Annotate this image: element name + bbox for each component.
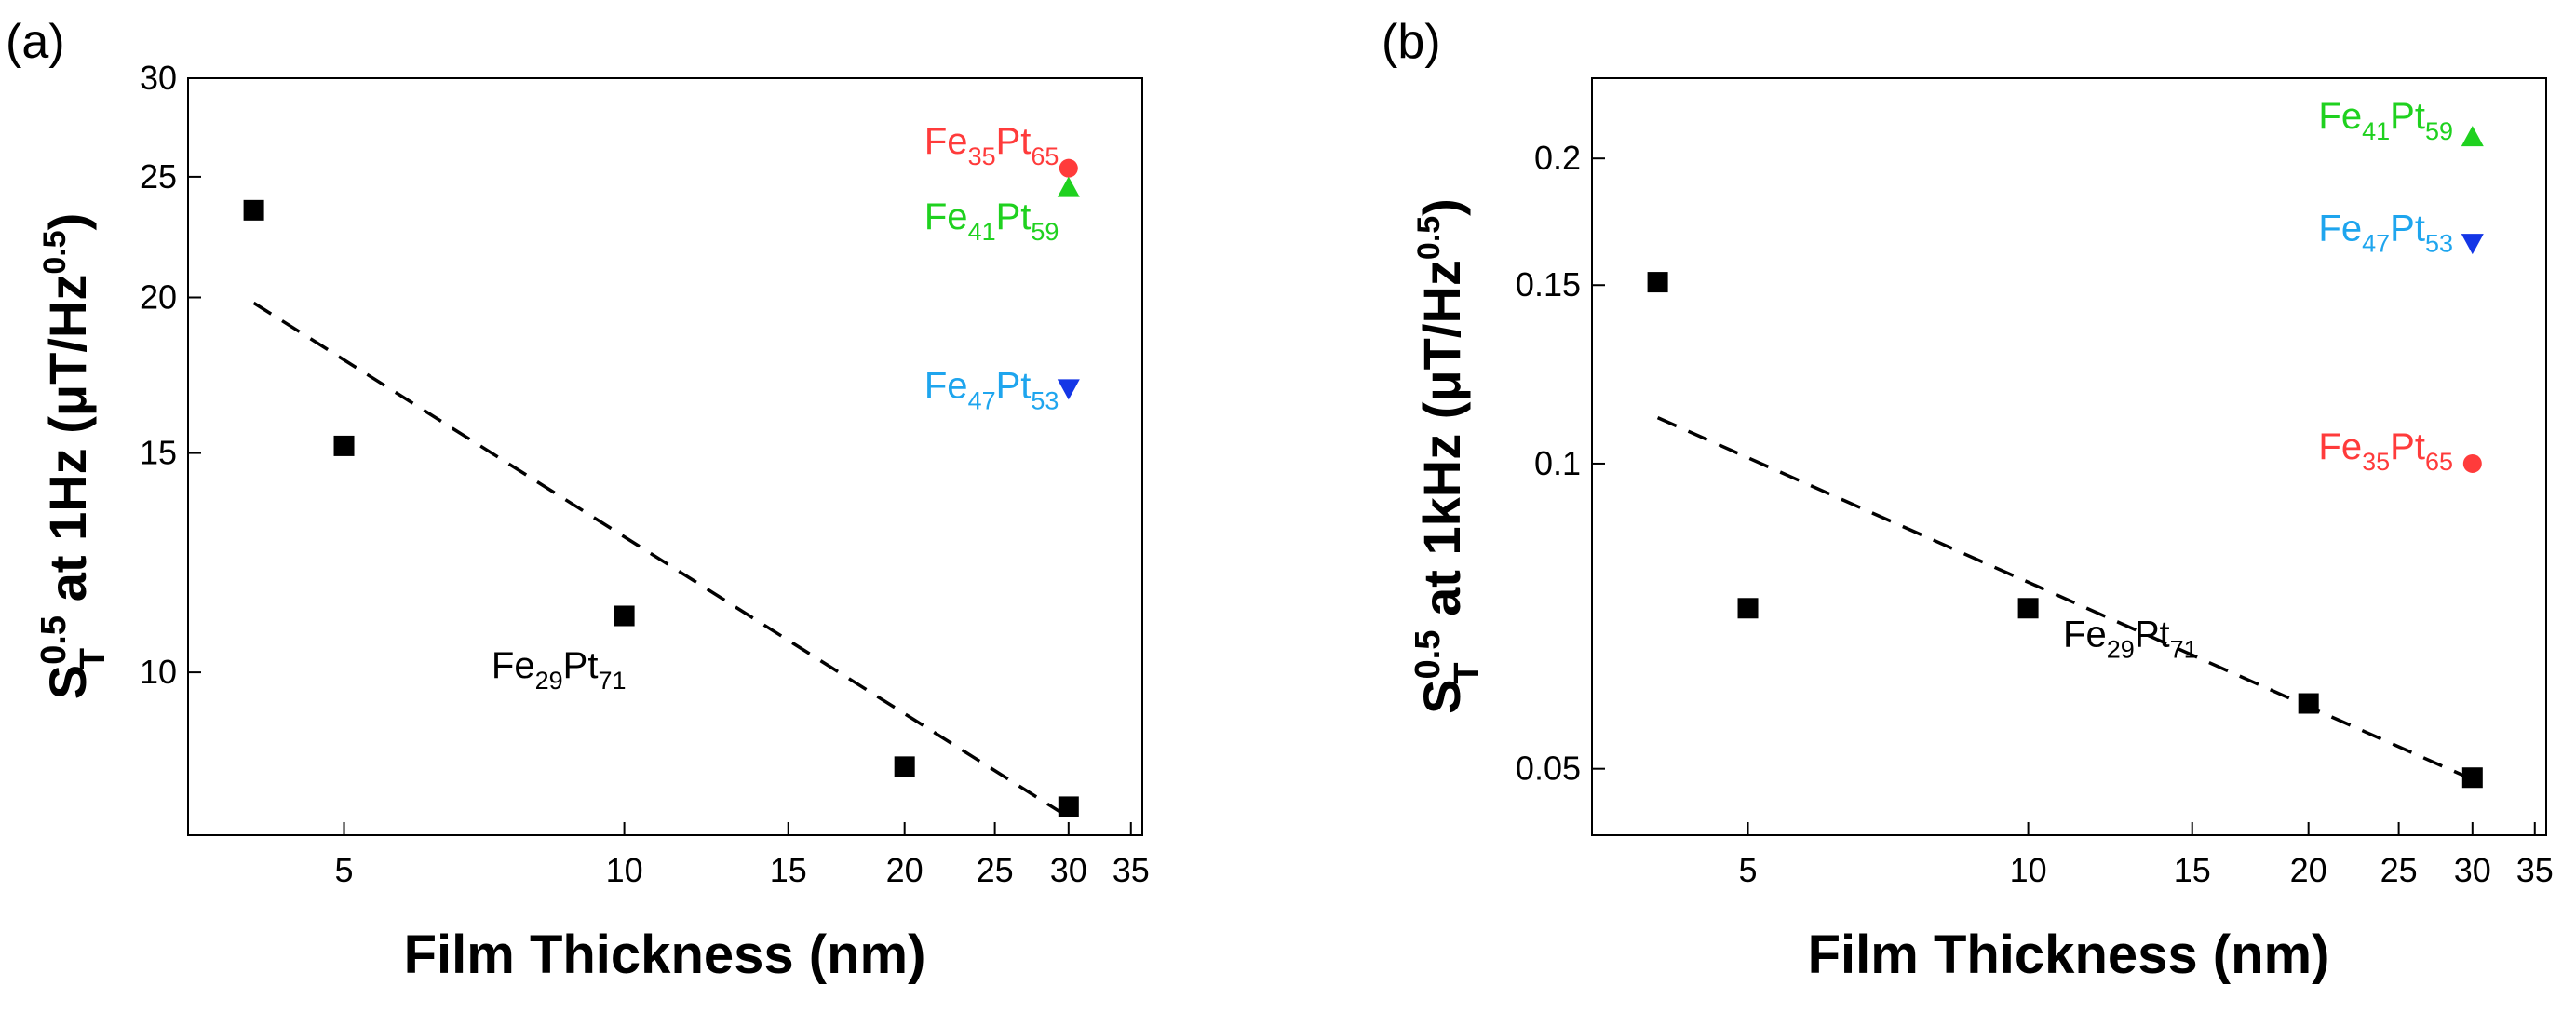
panel-a-point-fe35pt65	[1059, 158, 1078, 178]
panel-b-annotation-fe47pt53: Fe47Pt53	[2318, 208, 2453, 257]
panel-b-point-fe29pt71	[1647, 272, 1668, 293]
panel-a-y-tick-label: 10	[140, 653, 177, 691]
chart-panel-a: (a) 10 15 20 25 30 5 10 15 20 25 30 35 Fe35Pt65 Fe4…	[6, 15, 1150, 985]
panel-a-x-tick-label: 10	[606, 851, 643, 889]
panel-b-x-tick-label: 35	[2516, 851, 2554, 889]
panel-b-y-axis-label: S0.5T at 1kHz (μT/Hz0.5)	[1409, 198, 1487, 714]
chart-panel-b: (b) 0.05 0.1 0.15 0.2 5 10 15 20 25 30 35 Fe41Pt5…	[1382, 15, 2554, 985]
panel-b-x-tick-label: 25	[2380, 851, 2418, 889]
panel-a-point-fe29pt71	[243, 199, 264, 221]
panel-b-annotation-fe35pt65: Fe35Pt65	[2318, 426, 2453, 476]
panel-a-point-fe47pt53	[1057, 379, 1080, 400]
panel-a-annotation-fe35pt65: Fe35Pt65	[924, 121, 1059, 170]
panel-b-x-tick-label: 30	[2454, 851, 2491, 889]
panel-b-x-tick-label: 10	[2010, 851, 2047, 889]
panel-a-y-axis-label: S0.5T at 1Hz (μT/Hz0.5)	[34, 213, 113, 700]
panel-b-fit-line	[1656, 416, 2474, 781]
panel-a-axes-frame	[187, 77, 1143, 836]
panel-b-label: (b)	[1382, 15, 1441, 69]
panel-a-point-fe29pt71	[614, 605, 635, 627]
panel-b-axes-frame	[1591, 77, 2547, 836]
panel-a-annotation-fe47pt53: Fe47Pt53	[924, 366, 1059, 415]
panel-a-fit-line	[252, 301, 1070, 819]
panel-b-point-fe29pt71	[2461, 767, 2483, 789]
panel-a-annotation-fe29pt71: Fe29Pt71	[492, 645, 627, 695]
panel-b-x-tick-label: 15	[2174, 851, 2211, 889]
panel-b-x-axis-label: Film Thickness (nm)	[1808, 925, 2330, 985]
panel-a-x-axis-label: Film Thickness (nm)	[404, 925, 926, 985]
panel-a-x-tick-label: 35	[1113, 851, 1150, 889]
panel-b-annotation-fe29pt71: Fe29Pt71	[2063, 614, 2198, 663]
panel-a-point-fe29pt71	[894, 756, 915, 777]
panel-a-point-fe29pt71	[1058, 796, 1079, 817]
panel-a-x-tick-label: 15	[770, 851, 807, 889]
panel-a-point-fe41pt59	[1057, 176, 1080, 197]
panel-a-label: (a)	[6, 15, 65, 69]
panel-b-point-fe35pt65	[2462, 453, 2482, 473]
panel-a-point-fe29pt71	[333, 435, 355, 456]
panel-b-y-tick-label: 0.2	[1534, 139, 1581, 177]
panel-a-y-tick-label: 25	[140, 157, 177, 196]
panel-a-x-tick-label: 20	[886, 851, 924, 889]
panel-b-x-tick-label: 20	[2290, 851, 2327, 889]
panel-a-x-tick-label: 25	[977, 851, 1014, 889]
panel-a-annotation-fe41pt59: Fe41Pt59	[924, 196, 1059, 246]
panel-b-y-tick-label: 0.15	[1516, 265, 1581, 304]
panel-b-annotation-fe41pt59: Fe41Pt59	[2318, 96, 2453, 145]
panel-b-point-fe29pt71	[2017, 598, 2039, 619]
panel-b-x-tick-label: 5	[1739, 851, 1758, 889]
panel-a-y-tick-label: 30	[140, 59, 177, 97]
panel-a-x-tick-label: 30	[1050, 851, 1087, 889]
panel-b-point-fe29pt71	[1737, 598, 1759, 619]
panel-b-y-tick-label: 0.1	[1534, 444, 1581, 482]
panel-b-y-tick-label: 0.05	[1516, 750, 1581, 788]
panel-b-point-fe41pt59	[2461, 126, 2484, 147]
panel-b-point-fe47pt53	[2461, 234, 2484, 255]
panel-a-y-tick-label: 15	[140, 434, 177, 472]
panel-b-point-fe29pt71	[2298, 693, 2319, 714]
panel-a-y-tick-label: 20	[140, 278, 177, 317]
panel-a-x-tick-label: 5	[335, 851, 354, 889]
